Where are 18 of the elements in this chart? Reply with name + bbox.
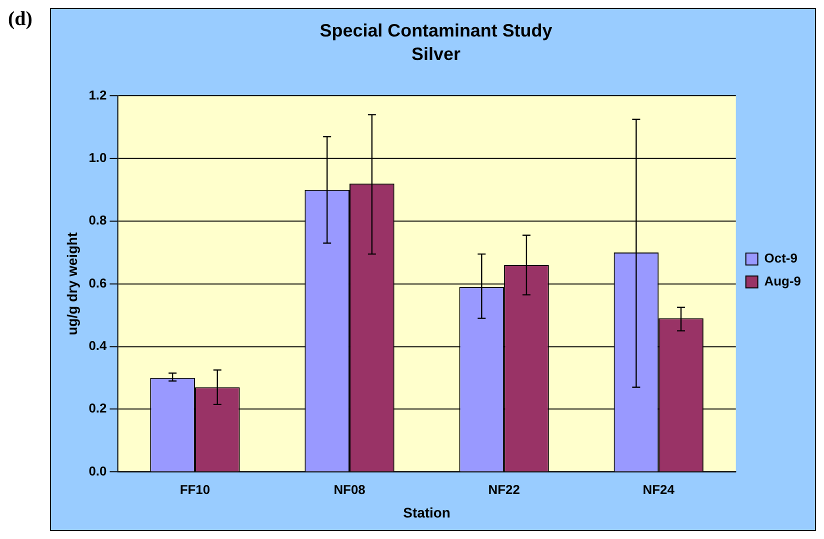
x-tick-label: NF24 bbox=[642, 482, 676, 498]
y-tick-label: 1.0 bbox=[88, 150, 107, 166]
legend-label: Aug-9 bbox=[764, 274, 801, 289]
y-axis-title: ug/g dry weight bbox=[64, 232, 80, 336]
chart-title: Special Contaminant Study bbox=[320, 20, 552, 41]
y-tick-label: 0.8 bbox=[88, 212, 107, 228]
y-tick-label: 1.2 bbox=[88, 87, 107, 102]
legend-label: Oct-9 bbox=[764, 250, 798, 266]
x-axis-title: Station bbox=[403, 504, 450, 521]
x-tick-label: NF08 bbox=[334, 482, 366, 498]
y-tick-label: 0.6 bbox=[88, 275, 107, 290]
x-tick-label: NF22 bbox=[488, 482, 520, 498]
y-tick-label: 0.0 bbox=[88, 463, 107, 478]
x-tick-label: FF10 bbox=[180, 482, 210, 498]
text: (d) bbox=[8, 8, 32, 30]
chart-subtitle: Silver bbox=[412, 44, 460, 64]
y-tick-label: 0.2 bbox=[88, 400, 107, 416]
y-tick-label: 0.4 bbox=[88, 338, 108, 354]
